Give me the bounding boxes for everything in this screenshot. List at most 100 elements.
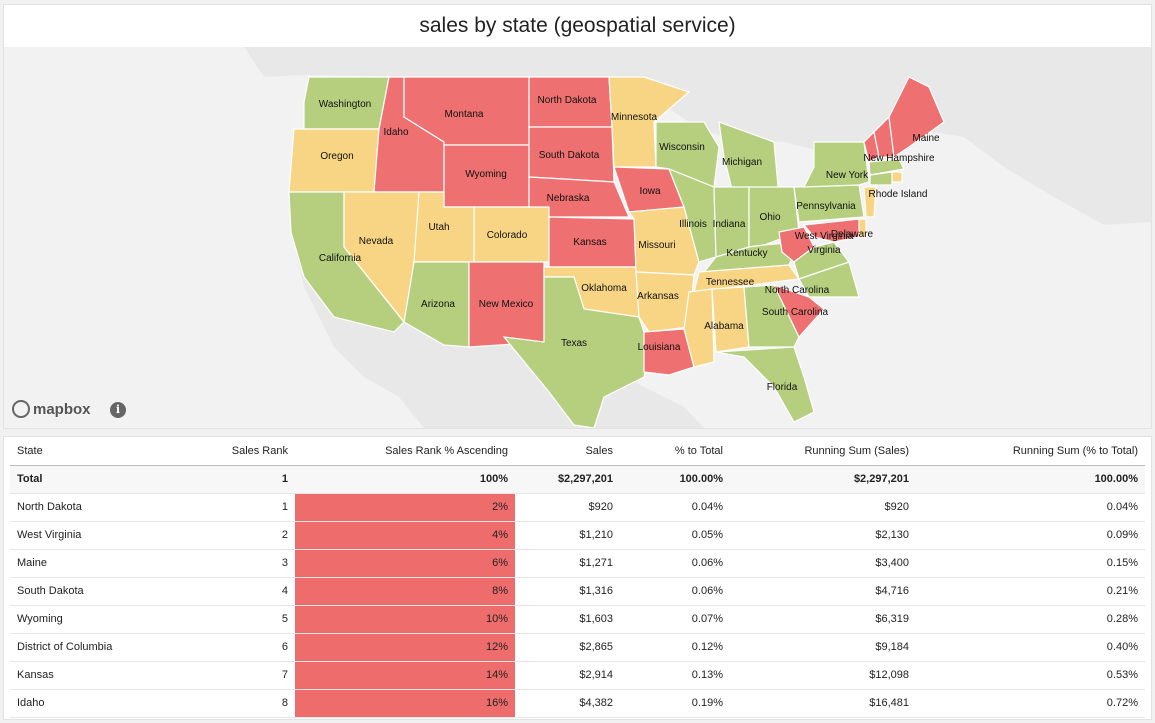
cell-running-pct: 0.53% — [916, 661, 1145, 690]
table-row: District of Columbia 6 12% $2,865 0.12% … — [10, 633, 1145, 662]
state-label: Kansas — [573, 237, 606, 248]
cell-running-pct: 0.72% — [916, 689, 1145, 718]
cell-running-sales: $2,297,201 — [730, 465, 916, 494]
state-label: Arkansas — [637, 291, 679, 302]
state-illinois — [667, 167, 717, 263]
table-row: South Dakota 4 8% $1,316 0.06% $4,716 0.… — [10, 577, 1145, 606]
column-header-sales[interactable]: Sales — [515, 437, 620, 466]
cell-running-pct: 0.40% — [916, 633, 1145, 662]
state-label: Oklahoma — [581, 283, 627, 294]
cell-running-pct: 0.21% — [916, 577, 1145, 606]
cell-running-pct: 0.15% — [916, 549, 1145, 578]
state-label: Texas — [561, 338, 587, 349]
cell-pct-total: 0.12% — [620, 633, 730, 662]
state-label: Arizona — [421, 299, 455, 310]
state-label: Wyoming — [465, 169, 507, 180]
state-alabama — [711, 286, 750, 353]
cell-state: District of Columbia — [10, 633, 160, 662]
cell-rank: 1 — [160, 493, 295, 522]
state-label: West Virginia — [795, 231, 854, 242]
column-header-running-sum-sales[interactable]: Running Sum (Sales) — [730, 437, 916, 466]
cell-state: Wyoming — [10, 605, 160, 634]
cell-rank: 6 — [160, 633, 295, 662]
state-label: Rhode Island — [869, 189, 928, 200]
state-label: Minnesota — [611, 112, 658, 123]
cell-sales: $1,271 — [515, 549, 620, 578]
cell-state: West Virginia — [10, 521, 160, 550]
state-label: Oregon — [320, 151, 353, 162]
state-label: Colorado — [487, 230, 528, 241]
cell-sales: $1,316 — [515, 577, 620, 606]
cell-sales: $1,603 — [515, 605, 620, 634]
cell-rank-pct: 16% — [295, 689, 515, 718]
cell-rank-pct: 8% — [295, 577, 515, 606]
cell-sales: $2,865 — [515, 633, 620, 662]
map-canvas[interactable]: Washington Idaho Montana North Dakota Mi… — [4, 47, 1151, 428]
sales-table: State Sales Rank Sales Rank % Ascending … — [10, 437, 1145, 718]
cell-state: Maine — [10, 549, 160, 578]
state-florida — [715, 346, 815, 423]
cell-rank-pct: 4% — [295, 521, 515, 550]
state-label: Pennsylvania — [796, 201, 856, 212]
column-header-running-sum-pct[interactable]: Running Sum (% to Total) — [916, 437, 1145, 466]
cell-sales: $920 — [515, 493, 620, 522]
cell-pct-total: 0.04% — [620, 493, 730, 522]
cell-pct-total: 0.13% — [620, 661, 730, 690]
page-title: sales by state (geospatial service) — [419, 14, 736, 37]
column-header-state[interactable]: State — [10, 437, 160, 466]
column-header-sales-rank-pct[interactable]: Sales Rank % Ascending — [295, 437, 515, 466]
state-label: Kentucky — [726, 248, 767, 259]
table-row: Maine 3 6% $1,271 0.06% $3,400 0.15% — [10, 549, 1145, 578]
table-row: North Dakota 1 2% $920 0.04% $920 0.04% — [10, 493, 1145, 522]
cell-running-sales: $920 — [730, 493, 916, 522]
cell-rank-pct: 6% — [295, 549, 515, 578]
cell-running-pct: 0.28% — [916, 605, 1145, 634]
cell-state: Idaho — [10, 689, 160, 718]
table-row: Kansas 7 14% $2,914 0.13% $12,098 0.53% — [10, 661, 1145, 690]
state-arkansas — [635, 271, 695, 333]
state-virginia — [793, 241, 850, 280]
state-label: Florida — [767, 382, 798, 393]
state-minnesota — [608, 76, 691, 168]
cell-rank-pct: 12% — [295, 633, 515, 662]
choropleth-map[interactable]: Washington Idaho Montana North Dakota Mi… — [4, 47, 1151, 428]
table-row: Idaho 8 16% $4,382 0.19% $16,481 0.72% — [10, 689, 1145, 718]
cell-sales: $2,914 — [515, 661, 620, 690]
cell-state: Kansas — [10, 661, 160, 690]
state-new-jersey — [863, 186, 877, 218]
column-header-pct-to-total[interactable]: % to Total — [620, 437, 730, 466]
cell-running-sales: $16,481 — [730, 689, 916, 718]
cell-rank-pct: 2% — [295, 493, 515, 522]
state-label: Wisconsin — [659, 142, 705, 153]
map-tile: sales by state (geospatial service) — [4, 5, 1151, 428]
cell-state: Total — [10, 465, 160, 494]
state-label: Ohio — [759, 212, 781, 223]
cell-running-sales: $6,319 — [730, 605, 916, 634]
state-label: Louisiana — [638, 342, 681, 353]
cell-sales: $4,382 — [515, 689, 620, 718]
state-label: Virginia — [807, 245, 841, 256]
state-label: Utah — [428, 222, 449, 233]
state-label: South Carolina — [762, 307, 829, 318]
cell-state: South Dakota — [10, 577, 160, 606]
state-label: New York — [826, 170, 869, 181]
cell-running-sales: $12,098 — [730, 661, 916, 690]
cell-state: North Dakota — [10, 493, 160, 522]
cell-rank: 7 — [160, 661, 295, 690]
cell-sales: $2,297,201 — [515, 465, 620, 494]
state-label: Montana — [445, 109, 484, 120]
cell-rank-pct: 100% — [295, 465, 515, 494]
info-icon[interactable]: i — [110, 402, 126, 418]
cell-pct-total: 100.00% — [620, 465, 730, 494]
cell-running-sales: $9,184 — [730, 633, 916, 662]
column-header-sales-rank[interactable]: Sales Rank — [160, 437, 295, 466]
cell-pct-total: 0.05% — [620, 521, 730, 550]
mapbox-wordmark: mapbox — [33, 400, 91, 418]
state-label: Missouri — [638, 240, 675, 251]
state-label: Idaho — [383, 127, 408, 138]
cell-rank: 8 — [160, 689, 295, 718]
state-label: Nevada — [359, 236, 394, 247]
mapbox-logo[interactable]: mapbox — [12, 398, 91, 420]
cell-rank-pct: 14% — [295, 661, 515, 690]
state-north-carolina — [798, 261, 860, 298]
